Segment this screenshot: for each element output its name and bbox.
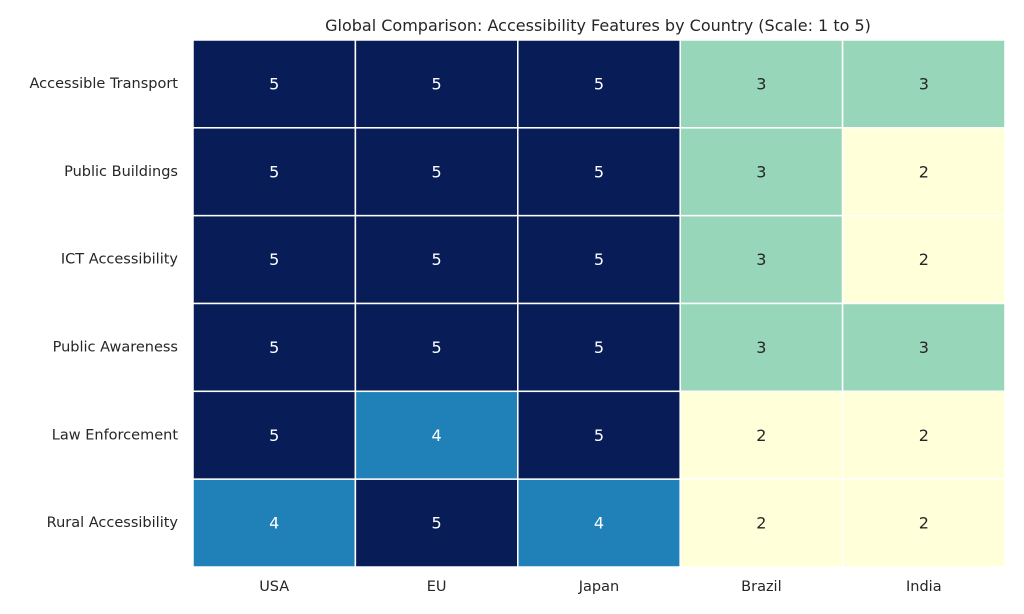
heatmap-cell-ict-accessibility-japan — [517, 214, 681, 305]
heatmap-cell-accessible-transport-japan — [517, 39, 681, 129]
row-label-rural-accessibility: Rural Accessibility — [47, 515, 179, 531]
column-label-brazil: Brazil — [741, 579, 781, 595]
heatmap-cell-public-buildings-japan — [517, 127, 681, 217]
cell-value-label: 5 — [432, 250, 442, 269]
cell-value-label: 2 — [919, 162, 929, 181]
cell-value-label: 2 — [756, 514, 766, 533]
heatmap-cell-rural-accessibility-india — [841, 478, 1006, 568]
heatmap-cell-ict-accessibility-brazil — [679, 214, 844, 305]
heatmap-cell-law-enforcement-japan — [517, 390, 681, 480]
cell-value-label: 5 — [432, 74, 442, 93]
cell-value-label: 3 — [919, 74, 929, 93]
heatmap-cell-law-enforcement-eu — [354, 390, 519, 480]
cell-value-label: 4 — [269, 514, 279, 533]
cell-value-label: 5 — [269, 74, 279, 93]
cell-value-label: 2 — [756, 426, 766, 445]
heatmap-cells: 5 5 5 3 3 5 5 5 3 2 5 5 5 3 2 5 5 5 3 3 5 4 5 2 2 4 5 4 2 2 — [192, 39, 1006, 568]
cell-value-label: 5 — [432, 338, 442, 357]
cell-value-label: 4 — [432, 426, 442, 445]
cell-value-label: 5 — [594, 250, 604, 269]
row-labels: Accessible Transport Public Buildings ICT … — [30, 76, 179, 531]
heatmap-cell-public-awareness-eu — [354, 302, 519, 393]
cell-value-label: 5 — [269, 338, 279, 357]
heatmap-cell-accessible-transport-brazil — [679, 39, 844, 129]
heatmap-cell-accessible-transport-eu — [354, 39, 519, 129]
cell-value-label: 3 — [756, 250, 766, 269]
cell-value-label: 5 — [432, 162, 442, 181]
heatmap-cell-ict-accessibility-eu — [354, 214, 519, 305]
cell-value-label: 2 — [919, 250, 929, 269]
heatmap-cell-public-awareness-brazil — [679, 302, 844, 393]
row-label-public-awareness: Public Awareness — [53, 339, 178, 355]
cell-value-label: 3 — [756, 74, 766, 93]
heatmap-cell-accessible-transport-usa — [192, 39, 357, 129]
cell-value-label: 5 — [594, 74, 604, 93]
heatmap-cell-public-awareness-usa — [192, 302, 357, 393]
row-label-ict-accessibility: ICT Accessibility — [61, 252, 179, 268]
cell-value-label: 3 — [756, 162, 766, 181]
column-label-japan: Japan — [578, 579, 619, 595]
heatmap-cell-rural-accessibility-brazil — [679, 478, 844, 568]
heatmap-cell-public-buildings-usa — [192, 127, 357, 217]
cell-value-label: 5 — [594, 426, 604, 445]
cell-value-label: 3 — [919, 338, 929, 357]
row-label-accessible-transport: Accessible Transport — [30, 76, 179, 92]
heatmap-cell-ict-accessibility-india — [841, 214, 1006, 305]
heatmap-cell-rural-accessibility-japan — [517, 478, 681, 568]
cell-value-label: 5 — [594, 162, 604, 181]
column-label-usa: USA — [259, 579, 289, 595]
cell-value-label: 5 — [594, 338, 604, 357]
heatmap-cell-rural-accessibility-eu — [354, 478, 519, 568]
cell-value-label: 3 — [756, 338, 766, 357]
cell-value-label: 5 — [269, 162, 279, 181]
cell-value-label: 2 — [919, 514, 929, 533]
cell-value-label: 4 — [594, 514, 604, 533]
cell-value-label: 2 — [919, 426, 929, 445]
heatmap-cell-law-enforcement-usa — [192, 390, 357, 480]
heatmap-cell-accessible-transport-india — [841, 39, 1006, 129]
column-labels: USA EU Japan Brazil India — [259, 579, 941, 595]
cell-value-label: 5 — [269, 250, 279, 269]
heatmap-cell-public-awareness-india — [841, 302, 1006, 393]
row-label-public-buildings: Public Buildings — [64, 164, 178, 180]
cell-value-label: 5 — [269, 426, 279, 445]
row-label-law-enforcement: Law Enforcement — [52, 427, 179, 443]
heatmap-cell-public-awareness-japan — [517, 302, 681, 393]
column-label-eu: EU — [427, 579, 447, 595]
column-label-india: India — [906, 579, 942, 595]
cell-value-label: 5 — [432, 514, 442, 533]
heatmap-cell-public-buildings-india — [841, 127, 1006, 217]
heatmap-cell-law-enforcement-india — [841, 390, 1006, 480]
chart-title: Global Comparison: Accessibility Feature… — [325, 16, 871, 35]
